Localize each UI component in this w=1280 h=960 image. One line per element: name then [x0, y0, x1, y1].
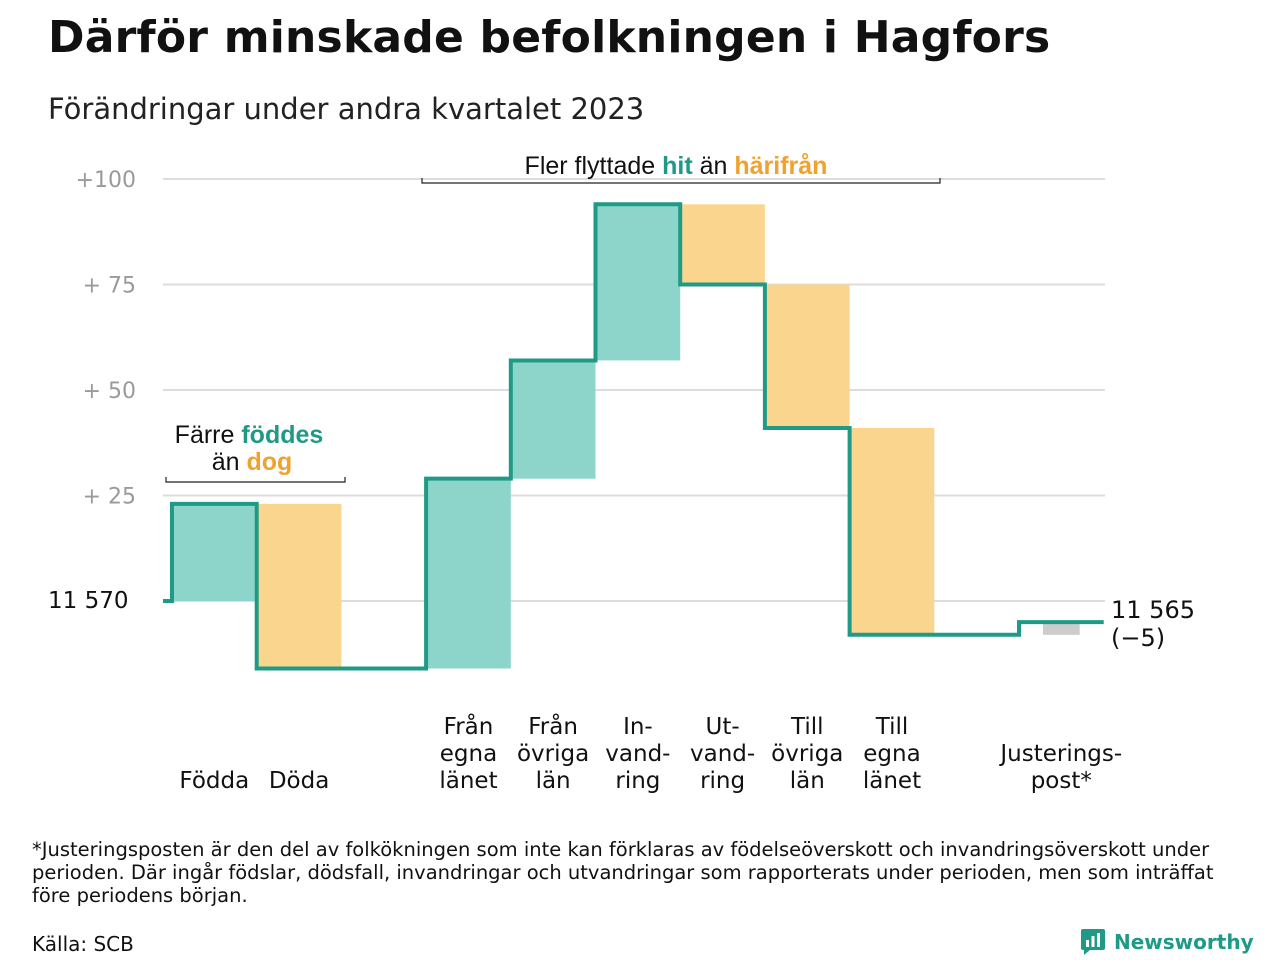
svg-text:Färre föddes: Färre föddes — [175, 421, 324, 449]
category-label: län — [790, 768, 825, 794]
category-labels: Födda DödaFrånegnalänetFrånövrigalänIn-va… — [179, 712, 1122, 794]
births-annotation-em: föddes — [241, 421, 323, 449]
migration-annotation-prefix: Fler flyttade — [525, 152, 663, 180]
brand-logo: Newsworthy — [1080, 928, 1254, 956]
category-label: vand- — [690, 741, 755, 767]
end-value-label: 11 565 — [1111, 596, 1195, 624]
migration-annotation-em-harifran: härifrån — [734, 152, 827, 180]
category-label: ring — [700, 768, 745, 794]
category-label: Födda — [179, 768, 249, 794]
category-label: Döda — [269, 768, 329, 794]
bar — [426, 478, 511, 669]
bar — [764, 284, 850, 428]
category-label: post* — [1031, 768, 1092, 794]
brand-name: Newsworthy — [1114, 930, 1254, 954]
bar — [849, 428, 935, 635]
category-label: Från — [444, 712, 494, 740]
chart-title: Därför minskade befolkningen i Hagfors — [48, 12, 1051, 63]
deaths-annotation-em: dog — [246, 448, 292, 476]
category-label: län — [536, 768, 571, 794]
bar — [510, 360, 596, 479]
chart-subtitle: Förändringar under andra kvartalet 2023 — [48, 92, 645, 126]
bar — [256, 503, 342, 669]
bar — [172, 503, 257, 601]
migration-annotation-bracket — [421, 178, 941, 184]
bar-chart-speech-bubble-icon — [1081, 929, 1105, 955]
cumulative-step-line — [163, 202, 1104, 671]
y-tick-label: + 50 — [83, 379, 136, 404]
category-label: vand- — [605, 741, 670, 767]
waterfall-chart: +100+ 75+ 50+ 25 Födda DödaFrånegnalänetF… — [48, 152, 1195, 794]
baseline-label: 11 570 — [48, 588, 128, 614]
bar — [1043, 622, 1080, 635]
category-label: In- — [623, 714, 653, 740]
category-label: Från — [528, 712, 578, 740]
footnote: *Justeringsposten är den del av folkökni… — [32, 838, 1214, 907]
category-label: Ut- — [706, 714, 740, 740]
births-annotation: Färre föddes än dog — [165, 421, 346, 483]
category-label: egna — [440, 741, 497, 767]
y-axis-ticks: +100 + 75 + 50 + 25 — [76, 168, 136, 510]
svg-text:Fler flyttade hit än härifrån: Fler flyttade hit än härifrån — [525, 152, 828, 180]
category-label: länet — [863, 768, 921, 794]
svg-text:än dog: än dog — [212, 448, 293, 476]
end-change-label: (−5) — [1111, 624, 1165, 652]
category-label: övriga — [771, 741, 843, 767]
y-tick-label: + 25 — [83, 485, 136, 510]
category-label: Till — [790, 714, 824, 740]
category-label: Justerings- — [998, 741, 1122, 767]
births-annotation-bracket — [165, 477, 346, 483]
category-label: egna — [863, 741, 920, 767]
births-annotation-prefix: Färre — [175, 421, 242, 449]
category-label: ring — [615, 768, 660, 794]
y-tick-label: +100 — [76, 168, 136, 193]
migration-annotation-middle: än — [693, 152, 735, 180]
migration-annotation: Fler flyttade hit än härifrån — [421, 152, 941, 184]
y-tick-label: + 75 — [83, 274, 136, 299]
category-label: Till — [875, 714, 909, 740]
category-label: övriga — [517, 741, 589, 767]
bars — [172, 204, 1080, 669]
category-label: länet — [439, 768, 497, 794]
deaths-annotation-prefix: än — [212, 448, 247, 476]
migration-annotation-em-hit: hit — [662, 152, 693, 180]
bar — [595, 204, 681, 361]
source-label: Källa: SCB — [32, 932, 134, 956]
bar — [680, 204, 765, 285]
